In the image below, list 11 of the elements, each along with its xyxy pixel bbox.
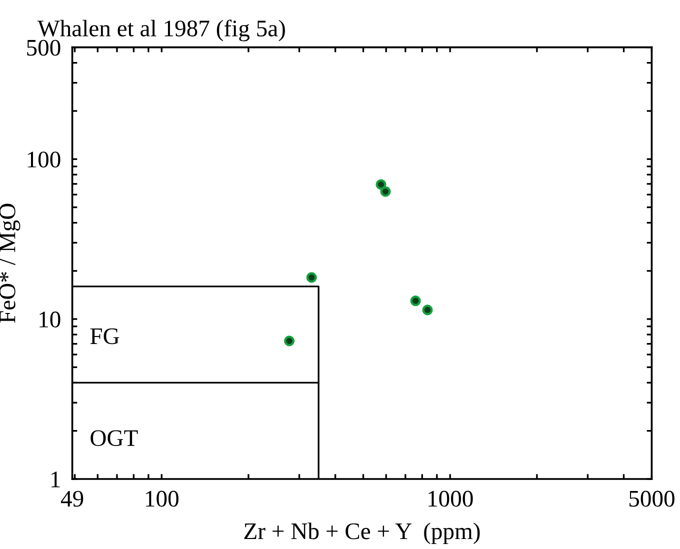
x-tick-label: 49 xyxy=(60,490,84,507)
x-tick-label: 5000 xyxy=(629,490,674,507)
y-tick-label: 1 xyxy=(51,472,60,488)
y-tick-label: 10 xyxy=(40,312,60,328)
y-tick-label: 500 xyxy=(27,40,60,56)
x-tick-label: 1000 xyxy=(428,490,473,507)
annotation: OGT xyxy=(90,430,138,446)
x-tick-label: 100 xyxy=(146,490,178,507)
y-tick-label: 100 xyxy=(28,152,60,168)
x-axis-title: Zr + Nb + Ce + Y (ppm) xyxy=(244,522,480,544)
annotation: FG xyxy=(90,328,120,344)
